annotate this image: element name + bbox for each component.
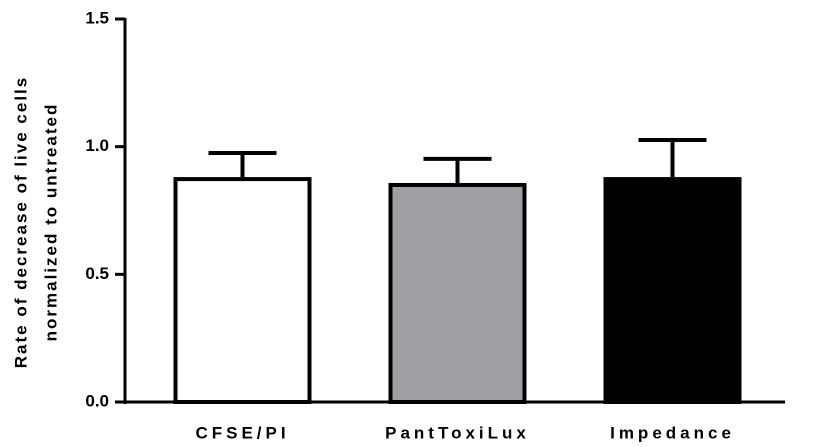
y-tick-label: 1.0 [85,136,109,155]
y-tick-label: 0.5 [85,264,109,283]
y-axis-label: normalized to untreated [41,103,60,342]
bar [173,177,312,404]
bar [603,177,742,404]
y-tick-label: 0.0 [85,391,109,410]
x-tick-label: Impedance [610,423,735,442]
x-tick-label: CFSE/PI [195,423,289,442]
bar [388,182,527,404]
y-tick-label: 1.5 [85,8,109,27]
x-tick-label: PantToxiLux [385,423,530,442]
y-axis-label: Rate of decrease of live cells [11,76,30,368]
